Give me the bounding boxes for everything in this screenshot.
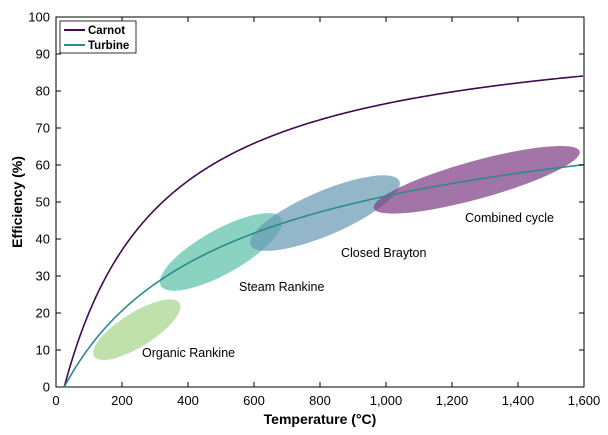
x-tick-label: 600 — [243, 393, 265, 408]
region-label-combined-cycle: Combined cycle — [465, 211, 554, 225]
x-axis: 0 200 400 600 800 1,000 1,200 1,400 1,600 — [52, 17, 600, 408]
legend-label-turbine: Turbine — [88, 40, 129, 52]
x-tick-label: 1,400 — [502, 393, 535, 408]
x-axis-title: Temperature (°C) — [264, 411, 377, 427]
x-tick-label: 800 — [309, 393, 331, 408]
y-axis-title: Efficiency (%) — [9, 156, 25, 248]
y-tick-label: 70 — [36, 121, 50, 136]
region-organic-rankine — [93, 299, 181, 360]
region-steam-rankine — [159, 213, 283, 291]
x-tick-label: 1,000 — [370, 393, 403, 408]
region-closed-brayton — [249, 175, 400, 251]
legend: Carnot Turbine — [59, 20, 137, 54]
y-tick-label: 50 — [36, 195, 50, 210]
y-tick-label: 100 — [28, 10, 50, 25]
series-line-carnot — [63, 75, 584, 388]
y-tick-label: 80 — [36, 84, 50, 99]
y-tick-label: 10 — [36, 343, 50, 358]
region-label-closed-brayton: Closed Brayton — [341, 246, 427, 260]
y-axis: 0 10 20 30 40 50 60 70 80 90 100 — [28, 10, 584, 395]
y-tick-label: 30 — [36, 269, 50, 284]
y-tick-label: 20 — [36, 306, 50, 321]
y-tick-label: 40 — [36, 232, 50, 247]
y-tick-label: 60 — [36, 158, 50, 173]
legend-label-carnot: Carnot — [88, 25, 125, 37]
x-tick-label: 200 — [111, 393, 133, 408]
x-tick-label: 1,600 — [568, 393, 601, 408]
legend-box — [59, 20, 137, 54]
region-label-steam-rankine: Steam Rankine — [239, 280, 325, 294]
x-tick-label: 0 — [52, 393, 59, 408]
x-tick-label: 400 — [177, 393, 199, 408]
y-tick-label: 0 — [43, 380, 50, 395]
regions-layer — [93, 145, 580, 360]
series-line-turbine — [63, 163, 584, 388]
curves-layer — [63, 75, 584, 388]
x-tick-label: 1,200 — [436, 393, 469, 408]
region-label-organic-rankine: Organic Rankine — [142, 346, 235, 360]
y-tick-label: 90 — [36, 47, 50, 62]
